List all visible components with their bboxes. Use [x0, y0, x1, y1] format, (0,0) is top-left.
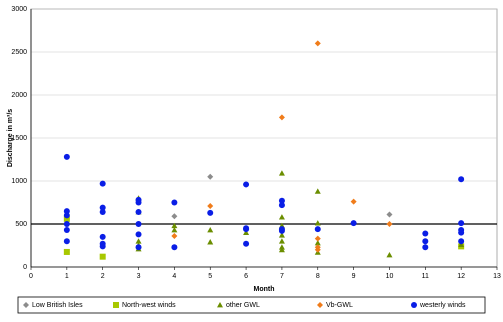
- point: [278, 202, 285, 209]
- point: [171, 227, 178, 233]
- point: [99, 208, 106, 215]
- x-tick-label: 3: [137, 273, 141, 280]
- point: [99, 180, 106, 187]
- y-tick-label: 1500: [11, 135, 27, 142]
- point: [135, 231, 142, 238]
- y-axis-label: Discharge in m³/s: [7, 109, 14, 167]
- x-tick-label: 6: [244, 273, 248, 280]
- point: [207, 227, 214, 233]
- x-tick-label: 9: [352, 273, 356, 280]
- point: [350, 198, 357, 205]
- point: [99, 253, 106, 260]
- point: [135, 244, 142, 251]
- point: [458, 176, 465, 183]
- point: [458, 229, 465, 236]
- point: [278, 170, 285, 176]
- point: [243, 226, 250, 233]
- x-tick-label: 12: [457, 273, 465, 280]
- point: [171, 199, 178, 206]
- point: [314, 220, 321, 226]
- x-tick-label: 8: [316, 273, 320, 280]
- x-tick-label: 10: [386, 273, 394, 280]
- point: [278, 197, 285, 204]
- point: [207, 239, 214, 245]
- point: [458, 238, 465, 245]
- point: [135, 208, 142, 215]
- point: [207, 209, 214, 216]
- x-tick-label: 4: [172, 273, 176, 280]
- x-tick-label: 0: [29, 273, 33, 280]
- point: [63, 208, 70, 215]
- point: [171, 233, 178, 240]
- point: [350, 220, 357, 227]
- point: [278, 232, 285, 238]
- x-tick-label: 13: [493, 273, 501, 280]
- x-tick-label: 7: [280, 273, 284, 280]
- y-tick-label: 2500: [11, 49, 27, 56]
- point: [63, 215, 70, 222]
- point: [171, 213, 178, 220]
- x-tick-label: 2: [101, 273, 105, 280]
- point: [278, 114, 285, 121]
- point: [386, 211, 393, 218]
- point: [278, 238, 285, 244]
- point: [314, 235, 321, 242]
- y-tick-label: 500: [15, 221, 27, 228]
- point: [135, 221, 142, 227]
- point: [99, 233, 106, 240]
- point: [99, 243, 106, 250]
- legend-label: other GWL: [226, 302, 260, 309]
- y-tick-label: 1000: [11, 178, 27, 185]
- point: [386, 221, 393, 227]
- point: [314, 40, 321, 47]
- point: [278, 227, 285, 234]
- point: [422, 244, 429, 251]
- point: [171, 222, 178, 229]
- legend-label: Vb-GWL: [326, 302, 353, 309]
- point: [207, 202, 214, 209]
- point: [314, 226, 321, 233]
- point: [63, 238, 70, 245]
- point: [23, 302, 29, 308]
- point: [243, 181, 250, 188]
- point: [278, 214, 285, 220]
- point: [314, 246, 321, 253]
- x-tick-label: 11: [422, 273, 429, 280]
- point: [171, 244, 178, 251]
- point: [63, 212, 70, 219]
- point: [217, 302, 223, 308]
- legend-label: Low British Isles: [32, 302, 83, 309]
- point: [314, 239, 321, 246]
- y-tick-label: 2000: [11, 92, 27, 99]
- point: [278, 246, 285, 253]
- point: [135, 238, 142, 244]
- point: [135, 199, 142, 206]
- point: [386, 251, 393, 258]
- legend-box: [17, 296, 486, 314]
- point: [411, 302, 417, 308]
- x-tick-label: 5: [208, 273, 212, 280]
- point: [422, 238, 429, 245]
- x-axis-label: Month: [254, 286, 275, 293]
- point: [243, 229, 250, 235]
- point: [207, 173, 214, 180]
- legend-label: westerly winds: [419, 302, 466, 309]
- point: [458, 241, 465, 248]
- y-tick-label: 3000: [11, 6, 27, 13]
- point: [314, 188, 321, 194]
- point: [458, 220, 465, 227]
- point: [63, 227, 70, 234]
- point: [63, 248, 70, 255]
- point: [422, 230, 429, 237]
- point: [317, 302, 323, 308]
- point: [99, 204, 106, 211]
- y-tick-label: 0: [23, 264, 27, 271]
- point: [63, 153, 70, 160]
- x-tick-label: 1: [65, 273, 69, 280]
- legend-label: North-west winds: [122, 302, 176, 309]
- point: [63, 221, 70, 227]
- point: [113, 302, 119, 308]
- point: [243, 240, 250, 247]
